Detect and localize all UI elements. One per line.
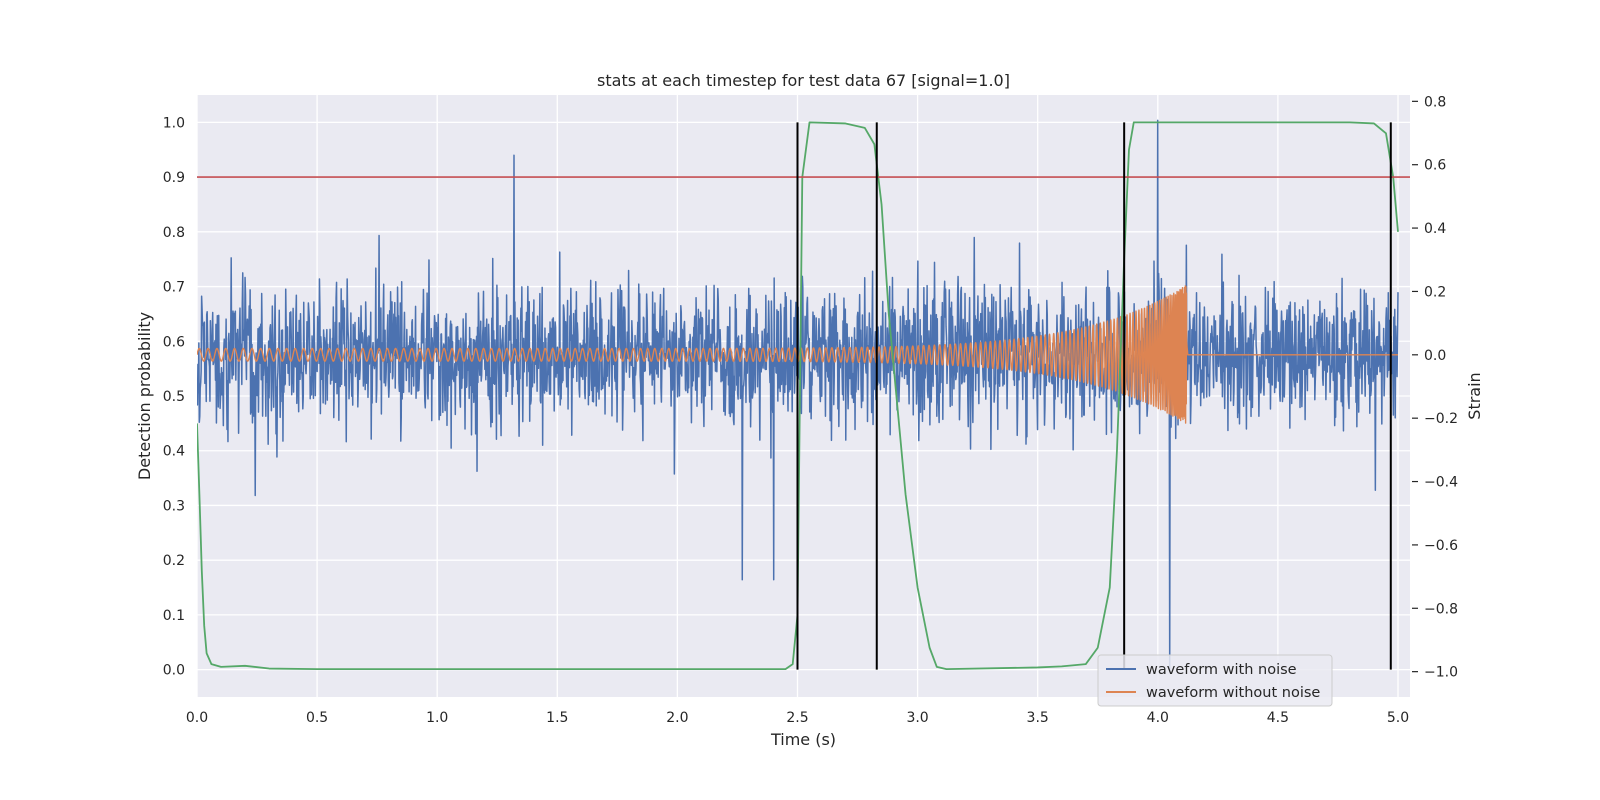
y-tick-label: 0.2 [163, 553, 185, 569]
legend: waveform with noise waveform without noi… [1097, 654, 1333, 707]
y-axis-ticks: 0.0 0.1 0.2 0.3 0.4 0.5 0.6 0.7 0.8 0.9 1.0 [163, 115, 185, 678]
x-tick-label: 4.5 [1267, 710, 1289, 726]
y2-tick-label: −0.6 [1424, 538, 1458, 554]
y-tick-label: 0.9 [163, 170, 185, 186]
y-tick-label: 0.0 [163, 663, 185, 679]
y-tick-label: 0.8 [163, 225, 185, 241]
y2-tick-label: −0.8 [1424, 601, 1458, 617]
y2-tick-label: 0.2 [1424, 284, 1446, 300]
x-axis-ticks: 0.0 0.5 1.0 1.5 2.0 2.5 3.0 3.5 4.0 4.5 5.0 [186, 710, 1409, 726]
x-tick-label: 0.5 [306, 710, 328, 726]
y2-axis-label: Strain [1465, 372, 1484, 419]
y-axis-label: Detection probability [135, 312, 154, 480]
legend-box [1097, 654, 1333, 707]
legend-label-waveform-with-noise: waveform with noise [1146, 662, 1297, 678]
y-tick-label: 0.5 [163, 389, 185, 405]
series-detection-probability [197, 121, 1399, 670]
x-tick-label: 1.5 [546, 710, 568, 726]
y2-tick-label: −0.4 [1424, 475, 1458, 491]
y2-axis-ticks: −1.0 −0.8 −0.6 −0.4 −0.2 0.0 0.2 0.4 0.6 0.8 [1412, 94, 1458, 681]
line-detection-probability [197, 121, 1399, 670]
x-tick-label: 2.5 [786, 710, 808, 726]
x-tick-label: 1.0 [426, 710, 448, 726]
x-axis-label: Time (s) [770, 730, 836, 749]
event-lines [796, 122, 1392, 670]
legend-label-waveform-without-noise: waveform without noise [1146, 685, 1320, 701]
y-tick-label: 0.6 [163, 334, 185, 350]
y-tick-label: 0.4 [163, 444, 185, 460]
y2-tick-label: 0.8 [1424, 94, 1446, 110]
y2-tick-label: 0.6 [1424, 158, 1446, 174]
plot-area [197, 119, 1410, 673]
series-waveform-without-noise [197, 285, 1398, 424]
x-tick-label: 0.0 [186, 710, 208, 726]
x-tick-label: 5.0 [1387, 710, 1409, 726]
y-tick-label: 0.7 [163, 280, 185, 296]
line-waveform-without-noise [197, 285, 1398, 424]
y2-tick-label: −1.0 [1424, 665, 1458, 681]
x-tick-label: 4.0 [1147, 710, 1169, 726]
y-tick-label: 0.1 [163, 608, 185, 624]
y2-tick-label: 0.0 [1424, 348, 1446, 364]
x-tick-label: 3.0 [906, 710, 928, 726]
x-tick-label: 3.5 [1027, 710, 1049, 726]
y-tick-label: 1.0 [163, 115, 185, 131]
x-tick-label: 2.0 [666, 710, 688, 726]
y2-tick-label: 0.4 [1424, 221, 1446, 237]
y-tick-label: 0.3 [163, 498, 185, 514]
y2-tick-label: −0.2 [1424, 411, 1458, 427]
chart-title: stats at each timestep for test data 67 … [597, 71, 1010, 90]
